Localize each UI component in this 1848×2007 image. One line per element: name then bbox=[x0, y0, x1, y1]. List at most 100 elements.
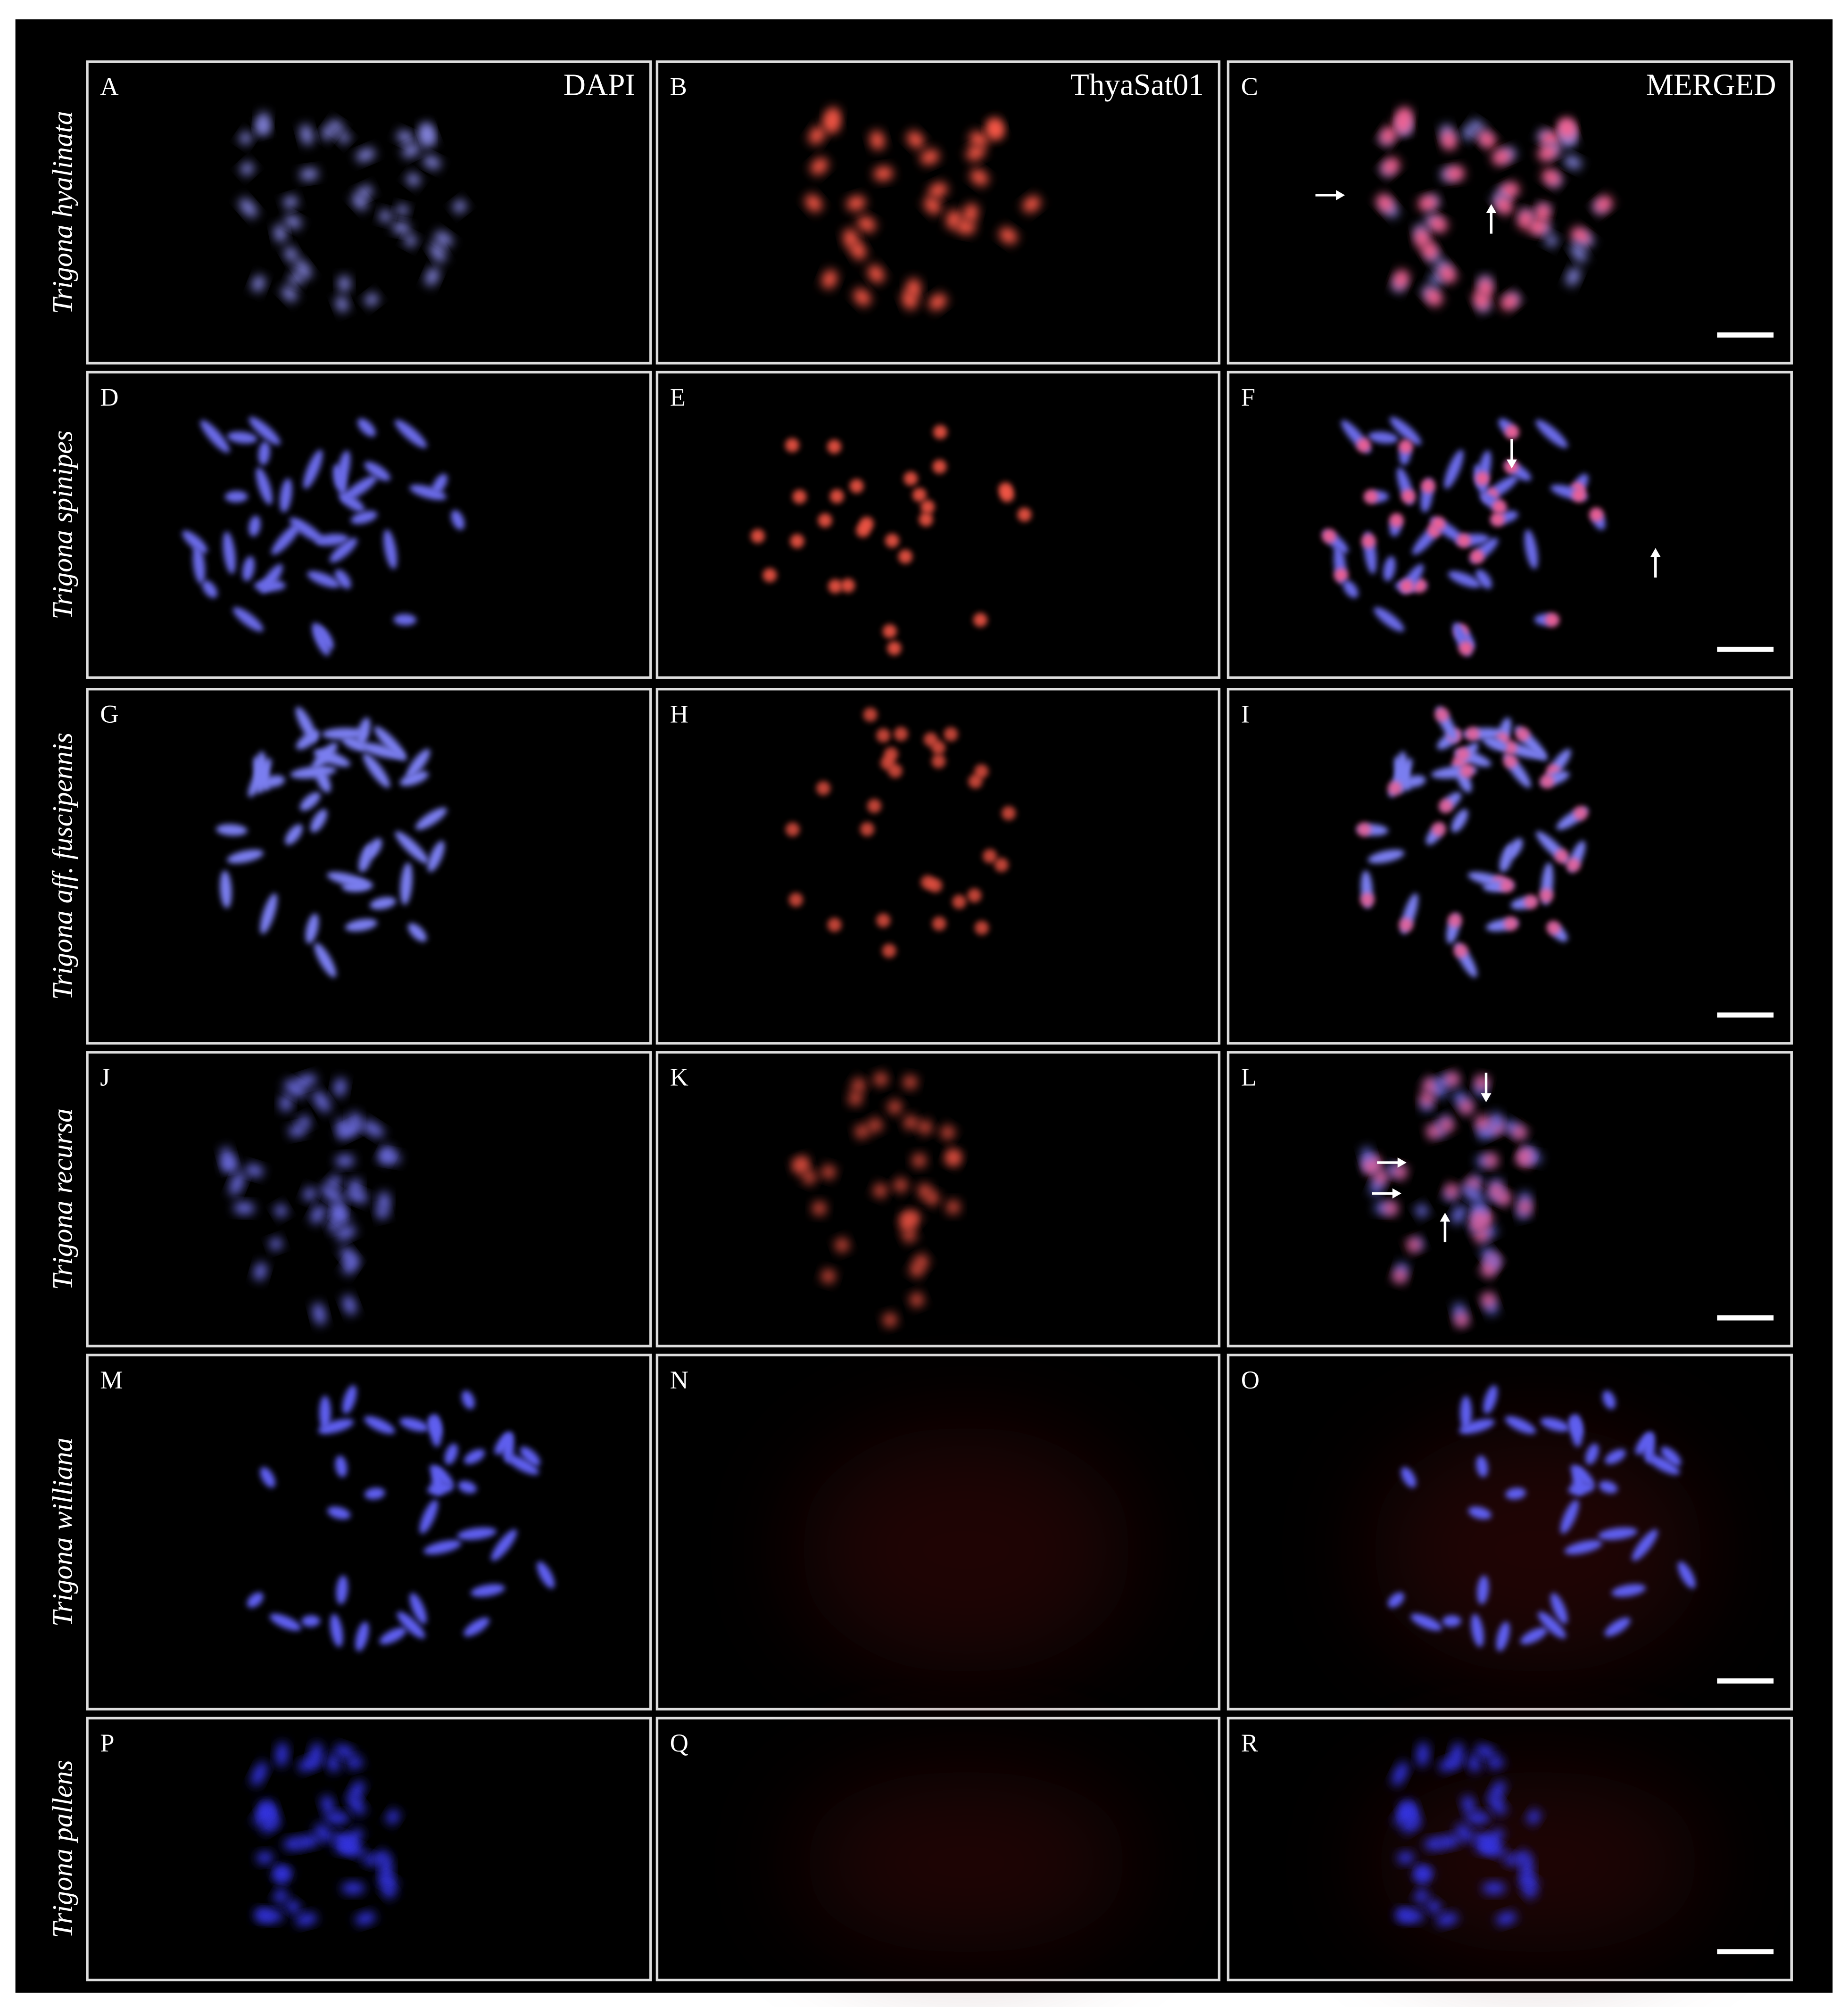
panel-letter: E bbox=[670, 382, 686, 411]
column-header: DAPI bbox=[564, 68, 635, 102]
signal bbox=[903, 1115, 918, 1130]
chromosome bbox=[408, 923, 427, 942]
arrow-head bbox=[1486, 204, 1497, 214]
panel-letter: H bbox=[670, 699, 688, 728]
chromosome bbox=[379, 1627, 406, 1644]
background-haze bbox=[797, 1426, 1135, 1674]
chromosome bbox=[399, 771, 429, 786]
chromosome bbox=[409, 485, 447, 500]
chromosome bbox=[336, 1575, 348, 1605]
signal bbox=[809, 126, 825, 144]
signal bbox=[940, 1125, 955, 1140]
background-haze bbox=[797, 1770, 1135, 1954]
signal bbox=[1518, 210, 1533, 229]
signal bbox=[1541, 132, 1560, 147]
signal bbox=[873, 166, 893, 181]
chromosome bbox=[457, 1527, 497, 1540]
signal bbox=[1432, 822, 1446, 836]
signal bbox=[920, 149, 939, 165]
chromosome bbox=[370, 897, 396, 910]
panel: O bbox=[1226, 1354, 1793, 1711]
chromosome bbox=[336, 296, 348, 312]
panel-letter: M bbox=[100, 1365, 123, 1394]
chromosome bbox=[491, 1529, 517, 1561]
signal bbox=[835, 1238, 849, 1252]
chromosome bbox=[395, 420, 427, 448]
signal bbox=[1448, 913, 1462, 928]
signal bbox=[1399, 917, 1413, 932]
panel: B ThyaSat01 bbox=[655, 60, 1221, 365]
chromosome bbox=[1466, 1812, 1491, 1824]
chromosome bbox=[1461, 1185, 1484, 1203]
chromosome bbox=[425, 267, 439, 286]
chromosome bbox=[224, 491, 248, 503]
chromosome bbox=[192, 545, 206, 584]
signal bbox=[1491, 512, 1505, 527]
chromosome bbox=[451, 510, 465, 530]
signal bbox=[1540, 774, 1555, 789]
chromosome bbox=[1505, 1416, 1536, 1434]
signal bbox=[1392, 1165, 1407, 1179]
chromosome bbox=[1468, 1506, 1492, 1520]
chromosome bbox=[284, 247, 298, 262]
chromosome bbox=[355, 1621, 369, 1652]
chromosome bbox=[283, 196, 298, 208]
chromosome bbox=[286, 1900, 300, 1913]
chromosome bbox=[312, 622, 330, 656]
chromosome bbox=[260, 564, 283, 593]
chromosome bbox=[1540, 1417, 1570, 1432]
chromosome bbox=[321, 1795, 334, 1814]
chromosome bbox=[1436, 1913, 1458, 1926]
chromosome bbox=[1415, 1889, 1428, 1904]
panel-letter: C bbox=[1241, 72, 1258, 101]
chromosome bbox=[1585, 1443, 1599, 1465]
signal bbox=[1518, 1149, 1533, 1164]
chromosome bbox=[1611, 1584, 1646, 1597]
chromosome bbox=[254, 1805, 271, 1825]
chromosome bbox=[342, 880, 373, 892]
signal bbox=[910, 1293, 924, 1307]
chromosome bbox=[269, 1238, 282, 1250]
signal bbox=[857, 216, 876, 232]
signal bbox=[910, 1263, 924, 1277]
signal bbox=[1454, 1313, 1469, 1327]
chromosome bbox=[335, 1155, 355, 1167]
signal bbox=[792, 489, 807, 504]
chromosome bbox=[275, 1205, 287, 1217]
chromosome bbox=[1397, 1852, 1414, 1864]
chromosome bbox=[1399, 1910, 1425, 1923]
chromosome bbox=[280, 478, 292, 512]
chromosome bbox=[1598, 1527, 1638, 1540]
chromosome bbox=[357, 418, 376, 437]
signal bbox=[946, 210, 961, 229]
chromosome bbox=[1538, 1611, 1566, 1639]
signal bbox=[917, 1183, 932, 1198]
chromosome bbox=[295, 259, 311, 279]
signal bbox=[1572, 488, 1586, 503]
chromosome bbox=[202, 580, 218, 598]
chromosome bbox=[1388, 1592, 1405, 1608]
signal bbox=[883, 1313, 897, 1327]
chromosome bbox=[1413, 1867, 1433, 1880]
chromosome bbox=[1367, 850, 1405, 864]
signal bbox=[846, 196, 866, 211]
chromosome bbox=[1571, 242, 1587, 263]
chromosome bbox=[290, 766, 337, 779]
chromosome bbox=[458, 1481, 477, 1494]
chromosome bbox=[342, 475, 377, 501]
signal bbox=[946, 1149, 961, 1164]
signal bbox=[1389, 513, 1404, 528]
panel: F bbox=[1226, 371, 1793, 679]
species-label: Trigona spinipes bbox=[47, 430, 78, 619]
chromosome bbox=[1426, 1900, 1441, 1913]
chromosome bbox=[428, 1416, 441, 1437]
signal bbox=[876, 728, 891, 743]
signal bbox=[1517, 1200, 1532, 1214]
chromosome bbox=[1368, 431, 1399, 444]
signal bbox=[821, 1269, 836, 1284]
chromosome bbox=[464, 1617, 490, 1637]
chromosome bbox=[397, 205, 408, 216]
chromosome bbox=[400, 862, 413, 905]
chromosome bbox=[431, 1468, 444, 1495]
chromosome bbox=[349, 1179, 362, 1195]
